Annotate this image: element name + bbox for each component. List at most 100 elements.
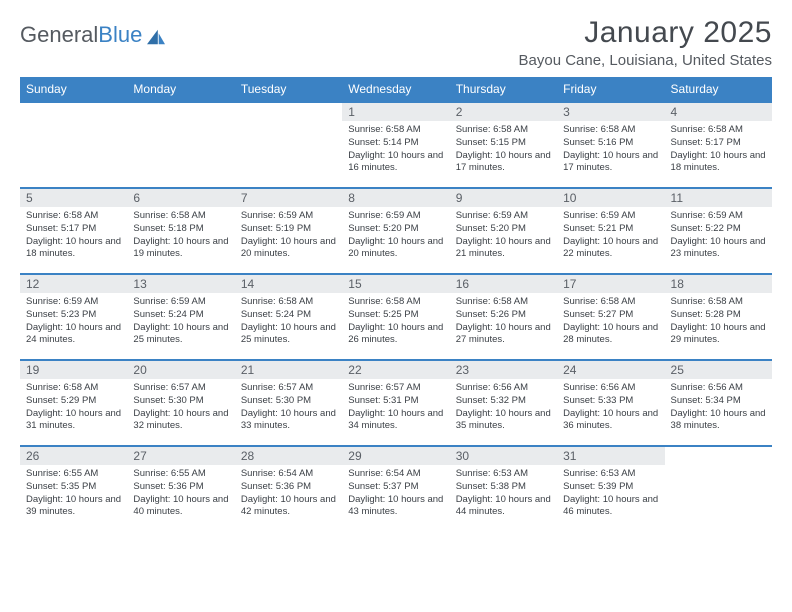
day-details: Sunrise: 6:58 AMSunset: 5:16 PMDaylight:… xyxy=(557,121,664,179)
calendar-week-row: 12Sunrise: 6:59 AMSunset: 5:23 PMDayligh… xyxy=(20,274,772,360)
calendar-week-row: 26Sunrise: 6:55 AMSunset: 5:35 PMDayligh… xyxy=(20,446,772,532)
calendar-cell xyxy=(665,446,772,532)
day-details: Sunrise: 6:59 AMSunset: 5:24 PMDaylight:… xyxy=(127,293,234,351)
day-details: Sunrise: 6:57 AMSunset: 5:31 PMDaylight:… xyxy=(342,379,449,437)
calendar-cell: 24Sunrise: 6:56 AMSunset: 5:33 PMDayligh… xyxy=(557,360,664,446)
day-details: Sunrise: 6:58 AMSunset: 5:28 PMDaylight:… xyxy=(665,293,772,351)
brand-logo: GeneralBlue xyxy=(20,22,167,48)
day-number: 25 xyxy=(665,361,772,379)
calendar-cell: 4Sunrise: 6:58 AMSunset: 5:17 PMDaylight… xyxy=(665,102,772,188)
day-header: Sunday xyxy=(20,77,127,102)
day-number: 3 xyxy=(557,103,664,121)
day-number: 13 xyxy=(127,275,234,293)
calendar-cell: 2Sunrise: 6:58 AMSunset: 5:15 PMDaylight… xyxy=(450,102,557,188)
day-details: Sunrise: 6:56 AMSunset: 5:33 PMDaylight:… xyxy=(557,379,664,437)
day-number: 21 xyxy=(235,361,342,379)
calendar-cell: 25Sunrise: 6:56 AMSunset: 5:34 PMDayligh… xyxy=(665,360,772,446)
day-details: Sunrise: 6:56 AMSunset: 5:34 PMDaylight:… xyxy=(665,379,772,437)
day-details: Sunrise: 6:58 AMSunset: 5:18 PMDaylight:… xyxy=(127,207,234,265)
day-details: Sunrise: 6:55 AMSunset: 5:35 PMDaylight:… xyxy=(20,465,127,523)
calendar-header-row: SundayMondayTuesdayWednesdayThursdayFrid… xyxy=(20,77,772,102)
calendar-cell xyxy=(235,102,342,188)
day-details: Sunrise: 6:58 AMSunset: 5:15 PMDaylight:… xyxy=(450,121,557,179)
calendar-cell: 30Sunrise: 6:53 AMSunset: 5:38 PMDayligh… xyxy=(450,446,557,532)
calendar-cell: 6Sunrise: 6:58 AMSunset: 5:18 PMDaylight… xyxy=(127,188,234,274)
day-details: Sunrise: 6:58 AMSunset: 5:25 PMDaylight:… xyxy=(342,293,449,351)
calendar-cell: 16Sunrise: 6:58 AMSunset: 5:26 PMDayligh… xyxy=(450,274,557,360)
day-details: Sunrise: 6:59 AMSunset: 5:21 PMDaylight:… xyxy=(557,207,664,265)
calendar-cell: 10Sunrise: 6:59 AMSunset: 5:21 PMDayligh… xyxy=(557,188,664,274)
calendar-cell: 27Sunrise: 6:55 AMSunset: 5:36 PMDayligh… xyxy=(127,446,234,532)
day-details: Sunrise: 6:58 AMSunset: 5:26 PMDaylight:… xyxy=(450,293,557,351)
calendar-body: 1Sunrise: 6:58 AMSunset: 5:14 PMDaylight… xyxy=(20,102,772,532)
calendar-cell: 23Sunrise: 6:56 AMSunset: 5:32 PMDayligh… xyxy=(450,360,557,446)
day-details: Sunrise: 6:58 AMSunset: 5:17 PMDaylight:… xyxy=(20,207,127,265)
day-details: Sunrise: 6:59 AMSunset: 5:22 PMDaylight:… xyxy=(665,207,772,265)
day-header: Thursday xyxy=(450,77,557,102)
day-number: 29 xyxy=(342,447,449,465)
day-number: 15 xyxy=(342,275,449,293)
brand-part2: Blue xyxy=(98,22,142,48)
month-title: January 2025 xyxy=(519,16,773,50)
calendar-table: SundayMondayTuesdayWednesdayThursdayFrid… xyxy=(20,77,772,532)
day-number: 27 xyxy=(127,447,234,465)
calendar-cell: 20Sunrise: 6:57 AMSunset: 5:30 PMDayligh… xyxy=(127,360,234,446)
calendar-cell: 31Sunrise: 6:53 AMSunset: 5:39 PMDayligh… xyxy=(557,446,664,532)
header: GeneralBlue January 2025 Bayou Cane, Lou… xyxy=(20,16,772,69)
day-number: 24 xyxy=(557,361,664,379)
day-details: Sunrise: 6:58 AMSunset: 5:14 PMDaylight:… xyxy=(342,121,449,179)
calendar-cell: 1Sunrise: 6:58 AMSunset: 5:14 PMDaylight… xyxy=(342,102,449,188)
day-number: 8 xyxy=(342,189,449,207)
day-number: 18 xyxy=(665,275,772,293)
calendar-week-row: 19Sunrise: 6:58 AMSunset: 5:29 PMDayligh… xyxy=(20,360,772,446)
day-number: 12 xyxy=(20,275,127,293)
sail-icon xyxy=(145,26,167,44)
day-details: Sunrise: 6:54 AMSunset: 5:37 PMDaylight:… xyxy=(342,465,449,523)
calendar-cell: 3Sunrise: 6:58 AMSunset: 5:16 PMDaylight… xyxy=(557,102,664,188)
calendar-cell: 22Sunrise: 6:57 AMSunset: 5:31 PMDayligh… xyxy=(342,360,449,446)
calendar-week-row: 5Sunrise: 6:58 AMSunset: 5:17 PMDaylight… xyxy=(20,188,772,274)
day-details: Sunrise: 6:59 AMSunset: 5:23 PMDaylight:… xyxy=(20,293,127,351)
day-number: 30 xyxy=(450,447,557,465)
day-number: 2 xyxy=(450,103,557,121)
calendar-cell: 5Sunrise: 6:58 AMSunset: 5:17 PMDaylight… xyxy=(20,188,127,274)
calendar-cell: 19Sunrise: 6:58 AMSunset: 5:29 PMDayligh… xyxy=(20,360,127,446)
day-number: 20 xyxy=(127,361,234,379)
day-number: 6 xyxy=(127,189,234,207)
calendar-cell: 14Sunrise: 6:58 AMSunset: 5:24 PMDayligh… xyxy=(235,274,342,360)
brand-part1: General xyxy=(20,22,98,48)
day-number: 7 xyxy=(235,189,342,207)
day-details: Sunrise: 6:57 AMSunset: 5:30 PMDaylight:… xyxy=(127,379,234,437)
calendar-cell: 26Sunrise: 6:55 AMSunset: 5:35 PMDayligh… xyxy=(20,446,127,532)
day-number: 11 xyxy=(665,189,772,207)
location: Bayou Cane, Louisiana, United States xyxy=(519,52,773,69)
calendar-cell: 9Sunrise: 6:59 AMSunset: 5:20 PMDaylight… xyxy=(450,188,557,274)
day-number: 22 xyxy=(342,361,449,379)
calendar-week-row: 1Sunrise: 6:58 AMSunset: 5:14 PMDaylight… xyxy=(20,102,772,188)
day-details: Sunrise: 6:58 AMSunset: 5:27 PMDaylight:… xyxy=(557,293,664,351)
day-header: Wednesday xyxy=(342,77,449,102)
calendar-cell: 21Sunrise: 6:57 AMSunset: 5:30 PMDayligh… xyxy=(235,360,342,446)
day-details: Sunrise: 6:59 AMSunset: 5:20 PMDaylight:… xyxy=(342,207,449,265)
day-details: Sunrise: 6:59 AMSunset: 5:19 PMDaylight:… xyxy=(235,207,342,265)
day-header: Friday xyxy=(557,77,664,102)
day-number: 28 xyxy=(235,447,342,465)
day-header: Monday xyxy=(127,77,234,102)
day-details: Sunrise: 6:59 AMSunset: 5:20 PMDaylight:… xyxy=(450,207,557,265)
day-details: Sunrise: 6:58 AMSunset: 5:29 PMDaylight:… xyxy=(20,379,127,437)
day-details: Sunrise: 6:58 AMSunset: 5:17 PMDaylight:… xyxy=(665,121,772,179)
day-header: Saturday xyxy=(665,77,772,102)
day-number: 14 xyxy=(235,275,342,293)
day-details: Sunrise: 6:53 AMSunset: 5:38 PMDaylight:… xyxy=(450,465,557,523)
day-number: 5 xyxy=(20,189,127,207)
calendar-cell: 8Sunrise: 6:59 AMSunset: 5:20 PMDaylight… xyxy=(342,188,449,274)
calendar-cell: 13Sunrise: 6:59 AMSunset: 5:24 PMDayligh… xyxy=(127,274,234,360)
day-number: 23 xyxy=(450,361,557,379)
day-number: 10 xyxy=(557,189,664,207)
calendar-cell xyxy=(20,102,127,188)
day-number: 1 xyxy=(342,103,449,121)
day-number: 31 xyxy=(557,447,664,465)
day-details: Sunrise: 6:57 AMSunset: 5:30 PMDaylight:… xyxy=(235,379,342,437)
calendar-cell: 11Sunrise: 6:59 AMSunset: 5:22 PMDayligh… xyxy=(665,188,772,274)
calendar-cell xyxy=(127,102,234,188)
